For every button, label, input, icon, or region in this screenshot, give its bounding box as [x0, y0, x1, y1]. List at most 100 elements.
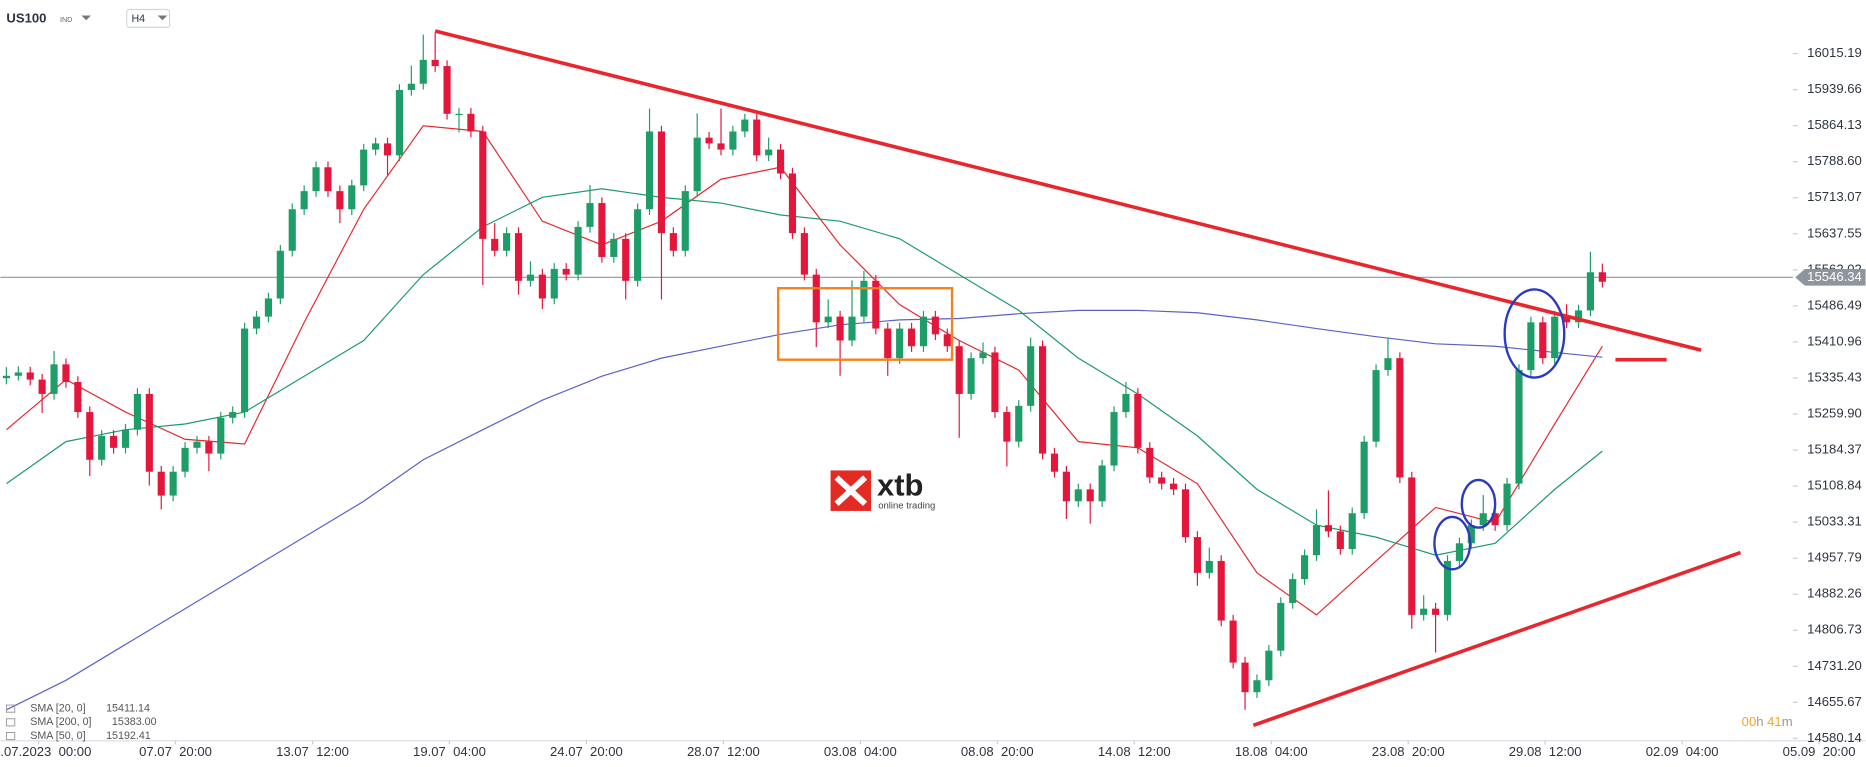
candle-body — [193, 441, 201, 448]
logo-tagline: online trading — [878, 501, 935, 512]
consolidation-box — [776, 287, 954, 361]
x-tick-label: 24.07 20:00 — [550, 744, 623, 759]
candle-body — [717, 143, 725, 150]
candle-body — [729, 131, 737, 150]
candle-body — [1384, 358, 1392, 371]
y-tick-label: 14731.20 — [1807, 658, 1862, 673]
x-tick-label: 13.07 12:00 — [276, 744, 349, 759]
candle-body — [348, 185, 356, 210]
timeframe[interactable]: H4 — [131, 13, 145, 25]
candle-body — [896, 328, 904, 359]
candle-body — [491, 238, 499, 251]
legend-label: SMA [20, 0] — [30, 702, 85, 714]
candle-body — [110, 435, 118, 448]
x-tick-label: 18.08 04:00 — [1235, 744, 1308, 759]
candle-body — [1574, 310, 1583, 323]
logo-x — [834, 475, 868, 506]
candle-body — [1122, 393, 1130, 413]
candle-body — [1027, 346, 1035, 406]
legend-value: 15383.00 — [112, 716, 157, 728]
candle-body — [1443, 560, 1452, 615]
candle-body — [1158, 477, 1166, 484]
candle-body — [1146, 447, 1154, 478]
candle-body — [50, 364, 58, 394]
candle-body — [538, 274, 546, 299]
annotations — [434, 29, 1742, 727]
axes: 16015.19 15939.66 15864.13 15788.60 15713.07… — [0, 45, 1866, 759]
candle-body — [526, 274, 535, 281]
candle-body — [479, 131, 487, 239]
trend-line-down — [434, 29, 1702, 352]
candle-body — [372, 143, 380, 150]
candle-body — [419, 59, 427, 84]
last-price-tag — [1795, 268, 1866, 286]
legend-value: 15192.41 — [106, 730, 151, 742]
candle-body — [657, 131, 666, 234]
candle-body — [919, 316, 928, 347]
candle-body — [431, 59, 439, 67]
y-tick-label: 15259.90 — [1807, 405, 1862, 420]
candle-body — [931, 316, 939, 335]
candle-body — [788, 173, 797, 234]
timer-minutes: 41 — [1767, 714, 1782, 729]
y-tick-label: 14882.26 — [1807, 586, 1862, 601]
y-tick-label: 14580.14 — [1807, 730, 1862, 745]
candle-body — [1455, 543, 1463, 561]
sma-line — [6, 309, 1603, 711]
y-tick-label: 15713.07 — [1807, 189, 1862, 204]
candle-body — [455, 113, 463, 116]
y-tick-label: 15637.55 — [1807, 225, 1862, 240]
plot-area — [0, 32, 1793, 711]
candle-body — [1312, 525, 1321, 556]
timeframe-dropdown[interactable] — [157, 15, 168, 21]
candle-body — [669, 233, 677, 251]
timeframe-box[interactable] — [126, 8, 171, 28]
x-tick-label: 02.09 04:00 — [1646, 744, 1719, 759]
candle-body — [181, 447, 189, 472]
y-tick-label: 15486.49 — [1807, 297, 1862, 312]
candle-body — [1586, 272, 1595, 311]
candle-body — [62, 364, 70, 382]
candle-body — [1193, 537, 1201, 573]
y-tick-label: 15864.13 — [1807, 117, 1862, 132]
candle-body — [1527, 322, 1535, 371]
candle-body — [907, 328, 916, 347]
timer-hours-unit: h — [1756, 714, 1763, 729]
candle-body — [1050, 453, 1059, 472]
x-tick-label: 04.07.2023 00:00 — [0, 744, 91, 759]
x-tick-label: 03.08 04:00 — [824, 744, 897, 759]
candle-body — [407, 83, 415, 90]
candle-body — [1515, 370, 1523, 484]
x-tick-label: 29.08 12:00 — [1509, 744, 1582, 759]
candle-body — [574, 226, 582, 275]
candle-body — [1372, 370, 1380, 442]
x-tick-label: 05.09 20:00 — [1783, 744, 1856, 759]
candle-body — [1217, 560, 1225, 621]
candle-body — [1134, 393, 1142, 448]
candle-body — [1098, 465, 1106, 502]
candle-body — [1229, 620, 1237, 663]
candle-body — [252, 316, 261, 329]
y-tick-label: 16015.19 — [1807, 45, 1862, 60]
candle-body — [884, 328, 892, 359]
sma-line — [6, 125, 1603, 616]
candle-body — [336, 191, 344, 210]
candle-body — [74, 381, 82, 413]
candle-body — [1253, 680, 1261, 693]
candle-body — [1301, 555, 1309, 580]
candle-body — [800, 233, 808, 275]
trend-line-up — [1252, 550, 1742, 727]
candle-body — [467, 113, 475, 132]
candle-body — [1503, 483, 1511, 526]
candle-body — [848, 316, 856, 341]
candle-body — [645, 131, 654, 210]
symbol-dropdown[interactable] — [81, 15, 91, 21]
candle-body — [872, 280, 880, 329]
candle-body — [776, 149, 785, 174]
candle-body — [1086, 489, 1094, 502]
candle-body — [1289, 579, 1297, 603]
candle-body — [1277, 602, 1285, 651]
candle-body — [169, 471, 177, 496]
y-tick-label: 15788.60 — [1807, 153, 1862, 168]
candle-body — [395, 89, 404, 156]
